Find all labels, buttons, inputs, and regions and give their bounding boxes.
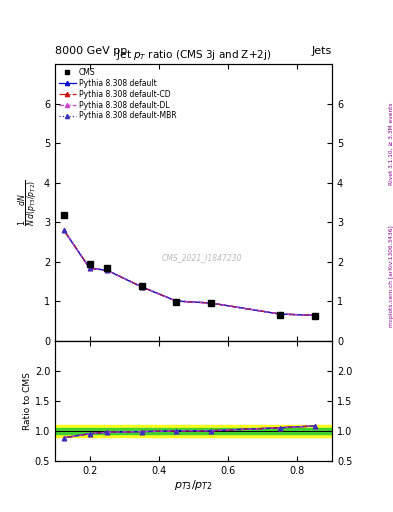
Legend: CMS, Pythia 8.308 default, Pythia 8.308 default-CD, Pythia 8.308 default-DL, Pyt: CMS, Pythia 8.308 default, Pythia 8.308 …: [57, 66, 178, 122]
Pythia 8.308 default-CD: [87, 265, 92, 271]
CMS: [209, 300, 213, 306]
Pythia 8.308 default-DL: [61, 227, 66, 233]
Pythia 8.308 default-MBR: [61, 227, 66, 233]
Line: Pythia 8.308 default-DL: Pythia 8.308 default-DL: [61, 227, 317, 318]
Text: Rivet 3.1.10, ≥ 3.3M events: Rivet 3.1.10, ≥ 3.3M events: [389, 102, 393, 185]
Pythia 8.308 default-MBR: [139, 284, 144, 290]
Pythia 8.308 default-DL: [209, 300, 213, 306]
Pythia 8.308 default-DL: [174, 298, 178, 304]
Pythia 8.308 default: [87, 265, 92, 271]
Pythia 8.308 default-DL: [312, 312, 317, 318]
Pythia 8.308 default-MBR: [174, 298, 178, 304]
Pythia 8.308 default-DL: [87, 265, 92, 271]
Y-axis label: Ratio to CMS: Ratio to CMS: [23, 372, 32, 430]
Pythia 8.308 default-CD: [105, 267, 109, 273]
Text: 8000 GeV pp: 8000 GeV pp: [55, 46, 127, 56]
Line: Pythia 8.308 default-CD: Pythia 8.308 default-CD: [61, 227, 317, 318]
CMS: [87, 261, 92, 267]
Bar: [55, 425, 332, 437]
CMS: [174, 299, 178, 305]
Pythia 8.308 default: [61, 227, 66, 233]
Pythia 8.308 default-DL: [139, 284, 144, 290]
X-axis label: $p_{T3}/p_{T2}$: $p_{T3}/p_{T2}$: [174, 478, 213, 493]
Pythia 8.308 default: [209, 300, 213, 306]
Pythia 8.308 default-DL: [278, 311, 283, 317]
Pythia 8.308 default: [139, 284, 144, 290]
Pythia 8.308 default-DL: [105, 267, 109, 273]
CMS: [139, 283, 144, 289]
Pythia 8.308 default-MBR: [209, 300, 213, 306]
Pythia 8.308 default-CD: [139, 284, 144, 290]
Line: Pythia 8.308 default-MBR: Pythia 8.308 default-MBR: [61, 227, 317, 318]
Bar: [55, 428, 332, 434]
Pythia 8.308 default-CD: [61, 227, 66, 233]
Pythia 8.308 default: [278, 311, 283, 317]
Text: CMS_2021_I1847230: CMS_2021_I1847230: [162, 253, 242, 262]
CMS: [105, 265, 109, 271]
Line: CMS: CMS: [61, 212, 318, 319]
Pythia 8.308 default: [174, 298, 178, 304]
Pythia 8.308 default-MBR: [105, 267, 109, 273]
Pythia 8.308 default-CD: [312, 312, 317, 318]
Line: Pythia 8.308 default: Pythia 8.308 default: [61, 227, 317, 318]
Pythia 8.308 default-MBR: [278, 311, 283, 317]
CMS: [61, 212, 66, 218]
Pythia 8.308 default-MBR: [87, 265, 92, 271]
Pythia 8.308 default-CD: [278, 311, 283, 317]
Pythia 8.308 default: [105, 267, 109, 273]
CMS: [312, 313, 317, 319]
Title: Jet $p_T$ ratio (CMS 3j and Z+2j): Jet $p_T$ ratio (CMS 3j and Z+2j): [116, 49, 271, 62]
Y-axis label: $\frac{1}{N}\frac{dN}{d(p_{T3}/p_{T2})}$: $\frac{1}{N}\frac{dN}{d(p_{T3}/p_{T2})}$: [17, 179, 41, 226]
CMS: [278, 312, 283, 318]
Text: Jets: Jets: [312, 46, 332, 56]
Pythia 8.308 default-CD: [174, 298, 178, 304]
Pythia 8.308 default: [312, 312, 317, 318]
Pythia 8.308 default-CD: [209, 300, 213, 306]
Text: mcplots.cern.ch [arXiv:1306.3436]: mcplots.cern.ch [arXiv:1306.3436]: [389, 226, 393, 327]
Pythia 8.308 default-MBR: [312, 312, 317, 318]
